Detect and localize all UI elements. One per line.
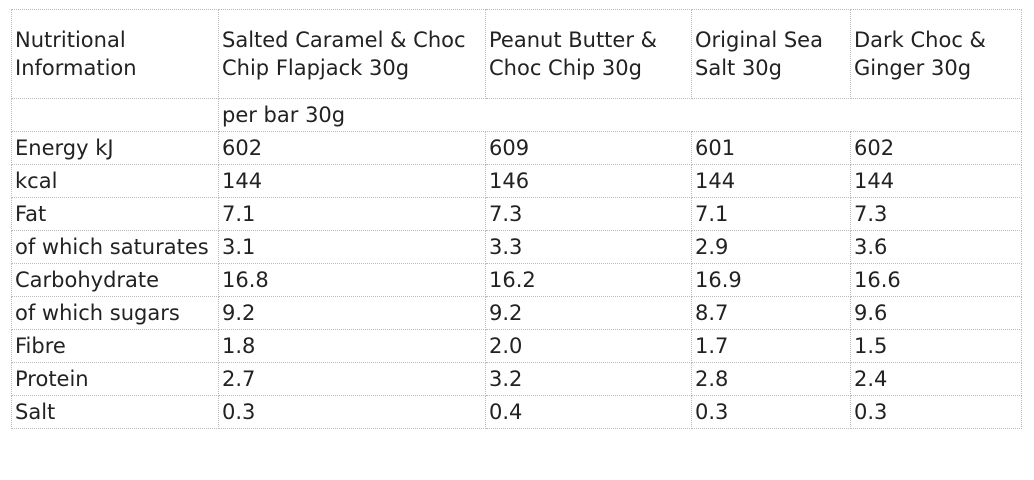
value-cell: 1.5 [850,329,1022,363]
subheader-row: per bar 30g [11,98,1022,132]
value-cell: 3.6 [850,230,1022,264]
data-row: of which saturates 3.1 3.3 2.9 3.6 [11,230,1022,264]
value-cell: 7.1 [691,197,851,231]
value-cell: 16.6 [850,263,1022,297]
data-row: Energy kJ 602 609 601 602 [11,131,1022,165]
value-cell: 609 [485,131,692,165]
header-cell: Peanut Butter & Choc Chip 30g [485,9,692,99]
value-cell: 3.1 [218,230,486,264]
value-cell: 0.3 [850,395,1022,429]
header-row: Nutritional Information Salted Caramel & … [11,9,1022,99]
value-cell: 7.3 [485,197,692,231]
value-cell: 3.2 [485,362,692,396]
value-cell: 0.3 [218,395,486,429]
header-cell: Salted Caramel & Choc Chip Flapjack 30g [218,9,486,99]
value-cell: 1.7 [691,329,851,363]
row-label: of which saturates [11,230,219,264]
value-cell: 16.2 [485,263,692,297]
header-cell: Dark Choc & Ginger 30g [850,9,1022,99]
subheader-cell: per bar 30g [218,98,1022,132]
value-cell: 602 [850,131,1022,165]
row-label: Salt [11,395,219,429]
value-cell: 2.9 [691,230,851,264]
value-cell: 144 [850,164,1022,198]
value-cell: 0.3 [691,395,851,429]
data-row: Fibre 1.8 2.0 1.7 1.5 [11,329,1022,363]
row-label: kcal [11,164,219,198]
value-cell: 9.2 [218,296,486,330]
row-label: of which sugars [11,296,219,330]
value-cell: 2.0 [485,329,692,363]
value-cell: 146 [485,164,692,198]
value-cell: 144 [691,164,851,198]
value-cell: 2.4 [850,362,1022,396]
nutrition-table: Nutritional Information Salted Caramel & … [11,9,1022,429]
row-label: Energy kJ [11,131,219,165]
data-row: kcal 144 146 144 144 [11,164,1022,198]
value-cell: 8.7 [691,296,851,330]
header-cell: Nutritional Information [11,9,219,99]
value-cell: 601 [691,131,851,165]
value-cell: 16.9 [691,263,851,297]
data-row: Carbohydrate 16.8 16.2 16.9 16.6 [11,263,1022,297]
value-cell: 9.2 [485,296,692,330]
row-label: Fibre [11,329,219,363]
data-row: Fat 7.1 7.3 7.1 7.3 [11,197,1022,231]
value-cell: 2.7 [218,362,486,396]
empty-cell [11,98,219,132]
table-body: Nutritional Information Salted Caramel & … [11,9,1022,429]
value-cell: 9.6 [850,296,1022,330]
header-cell: Original Sea Salt 30g [691,9,851,99]
row-label: Carbohydrate [11,263,219,297]
row-label: Protein [11,362,219,396]
value-cell: 0.4 [485,395,692,429]
value-cell: 602 [218,131,486,165]
value-cell: 144 [218,164,486,198]
value-cell: 2.8 [691,362,851,396]
value-cell: 7.3 [850,197,1022,231]
row-label: Fat [11,197,219,231]
value-cell: 1.8 [218,329,486,363]
value-cell: 7.1 [218,197,486,231]
data-row: Salt 0.3 0.4 0.3 0.3 [11,395,1022,429]
data-row: of which sugars 9.2 9.2 8.7 9.6 [11,296,1022,330]
data-row: Protein 2.7 3.2 2.8 2.4 [11,362,1022,396]
value-cell: 3.3 [485,230,692,264]
value-cell: 16.8 [218,263,486,297]
